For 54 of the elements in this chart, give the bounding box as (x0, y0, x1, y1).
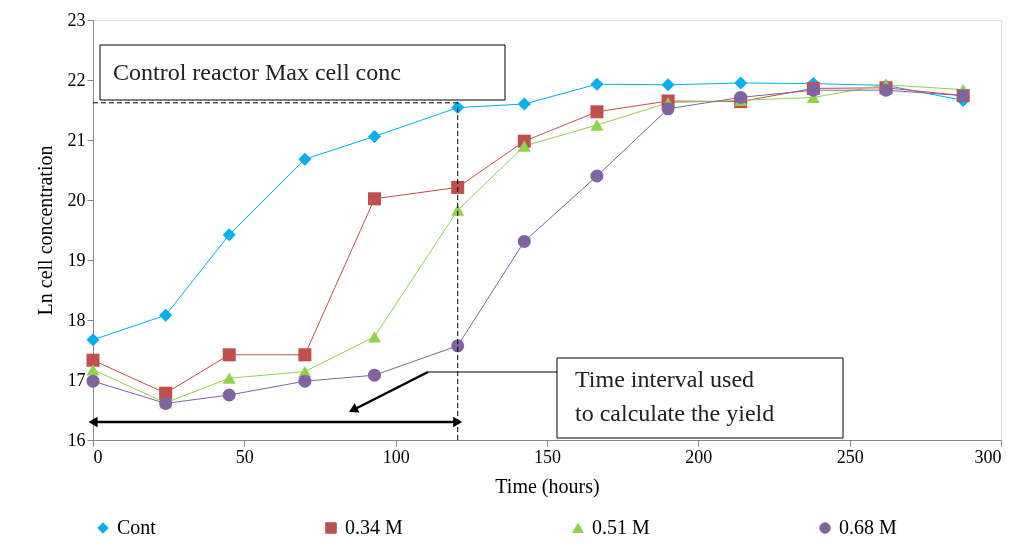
point (222, 388, 236, 402)
legend-label: 0.68 M (839, 516, 897, 538)
y-tick-label: 18 (67, 309, 86, 330)
point (367, 331, 381, 343)
point (590, 119, 604, 131)
point (517, 234, 531, 248)
point (451, 180, 465, 194)
point (517, 97, 531, 111)
y-tick-label: 17 (67, 369, 86, 390)
y-tick-label: 22 (67, 69, 86, 90)
point (451, 204, 465, 216)
point (298, 348, 312, 362)
point (661, 102, 675, 116)
legend-label: 0.34 M (345, 516, 403, 538)
point (734, 76, 748, 90)
y-tick-label: 21 (67, 129, 86, 150)
x-tick-label: 150 (534, 446, 561, 467)
x-tick-label: 50 (235, 446, 254, 467)
point (86, 333, 100, 347)
point (590, 169, 604, 183)
annotation: Time interval used to calculate the yield (575, 366, 775, 426)
x-tick-label: 250 (836, 446, 864, 467)
x-tick-label: 300 (974, 446, 1002, 467)
x-axis-title: Time (hours) (495, 474, 600, 498)
point (86, 353, 100, 367)
annotation: Control reactor Max cell conc (113, 59, 401, 85)
point (298, 374, 312, 388)
x-tick-label: 200 (685, 446, 713, 467)
point (86, 364, 100, 376)
point (590, 105, 604, 119)
point (661, 78, 675, 92)
y-axis-title: Ln cell concentration (33, 145, 56, 316)
point (222, 228, 236, 242)
y-tick-label: 19 (67, 249, 86, 270)
y-tick-label: 16 (67, 429, 86, 450)
point (159, 308, 173, 322)
point (590, 77, 604, 91)
x-tick-label: 0 (93, 446, 103, 467)
x-tick-label: 100 (382, 446, 410, 467)
y-tick-label: 20 (67, 189, 86, 210)
point (222, 348, 236, 362)
point (451, 339, 465, 353)
legend-label: 0.51 M (592, 516, 650, 538)
point (367, 368, 381, 382)
y-tick-label: 23 (67, 9, 86, 30)
point (222, 372, 236, 384)
point (298, 152, 312, 166)
point (86, 374, 100, 388)
point (367, 192, 381, 206)
point (451, 101, 465, 115)
point (734, 90, 748, 104)
point (517, 140, 531, 152)
legend-label: Cont (117, 516, 157, 538)
point (367, 129, 381, 143)
